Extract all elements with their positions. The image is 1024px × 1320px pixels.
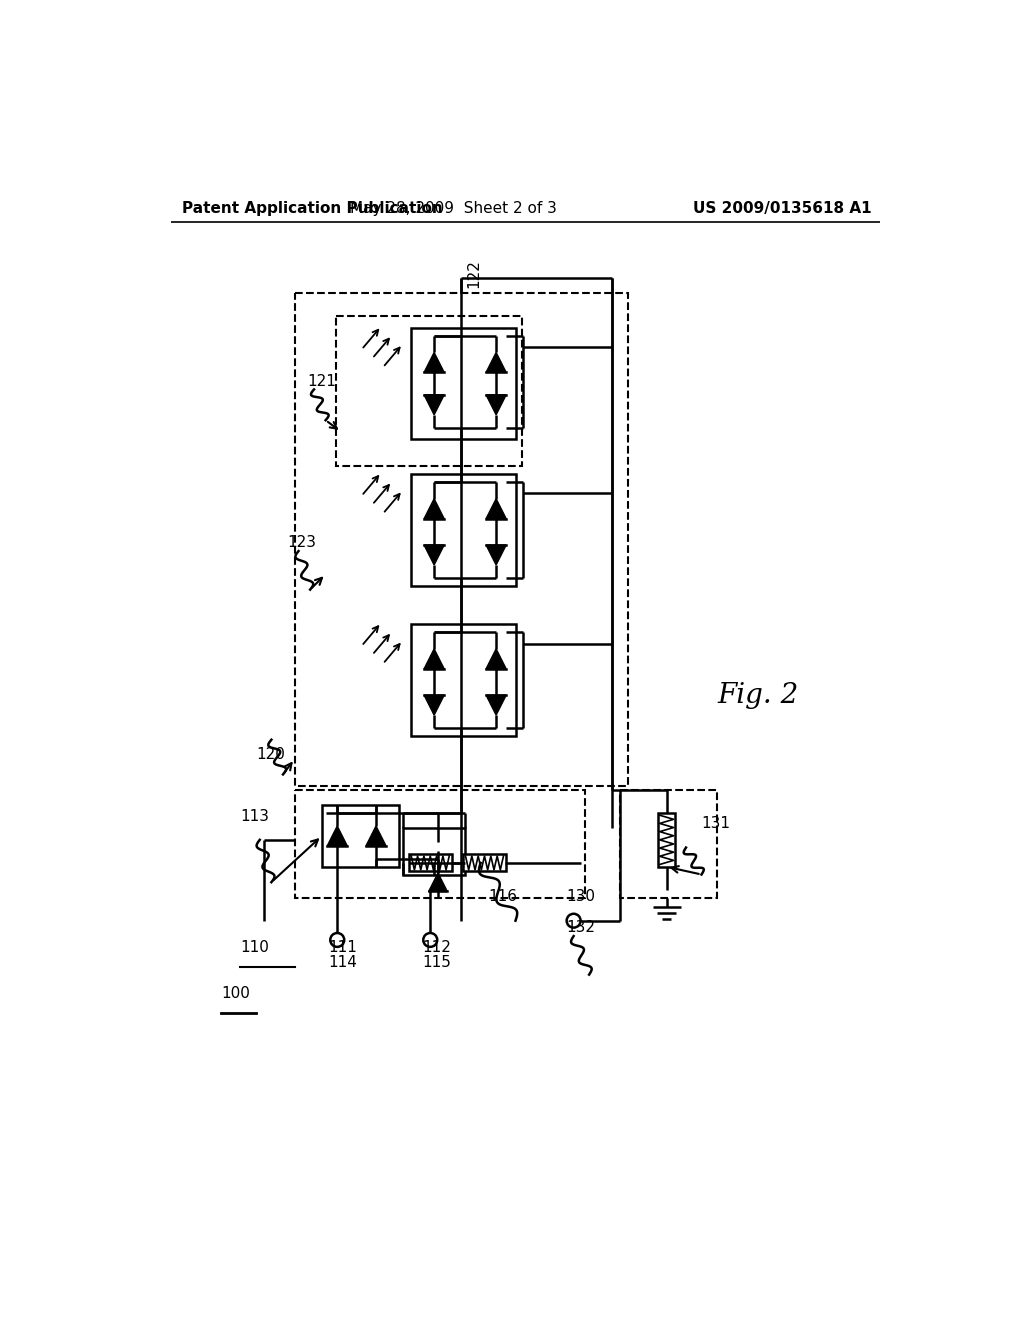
Text: Fig. 2: Fig. 2 <box>717 682 799 709</box>
Polygon shape <box>424 696 444 715</box>
Polygon shape <box>486 545 506 565</box>
Text: Patent Application Publication: Patent Application Publication <box>182 201 443 215</box>
Bar <box>322 805 399 867</box>
Bar <box>411 327 515 440</box>
Polygon shape <box>486 352 506 372</box>
Text: 110: 110 <box>241 940 269 954</box>
Polygon shape <box>328 826 347 846</box>
Text: 121: 121 <box>308 374 337 388</box>
Bar <box>411 474 515 586</box>
Bar <box>295 293 628 785</box>
Polygon shape <box>486 395 506 414</box>
Text: 115: 115 <box>423 954 452 970</box>
Text: 111: 111 <box>328 940 356 954</box>
Text: 100: 100 <box>221 986 250 1001</box>
Bar <box>621 789 717 898</box>
Text: 122: 122 <box>467 260 481 289</box>
Polygon shape <box>424 545 444 565</box>
Polygon shape <box>424 395 444 414</box>
Bar <box>658 813 675 867</box>
Text: 112: 112 <box>423 940 452 954</box>
Text: 131: 131 <box>701 816 730 832</box>
Polygon shape <box>486 696 506 715</box>
Polygon shape <box>486 649 506 669</box>
Text: 130: 130 <box>566 890 595 904</box>
Text: 132: 132 <box>566 920 595 936</box>
Bar <box>411 624 515 737</box>
Bar <box>295 789 586 898</box>
Polygon shape <box>424 499 444 519</box>
Polygon shape <box>429 873 447 891</box>
Polygon shape <box>424 649 444 669</box>
Bar <box>409 854 452 871</box>
Polygon shape <box>424 352 444 372</box>
Bar <box>463 854 506 871</box>
Text: 120: 120 <box>256 747 285 762</box>
Polygon shape <box>366 826 386 846</box>
Text: US 2009/0135618 A1: US 2009/0135618 A1 <box>693 201 872 215</box>
Text: 114: 114 <box>328 954 356 970</box>
Text: 123: 123 <box>287 535 315 550</box>
Bar <box>336 317 521 466</box>
Bar <box>403 829 465 874</box>
Polygon shape <box>486 499 506 519</box>
Text: 113: 113 <box>241 809 269 824</box>
Text: 116: 116 <box>488 890 517 904</box>
Text: May 28, 2009  Sheet 2 of 3: May 28, 2009 Sheet 2 of 3 <box>350 201 557 215</box>
